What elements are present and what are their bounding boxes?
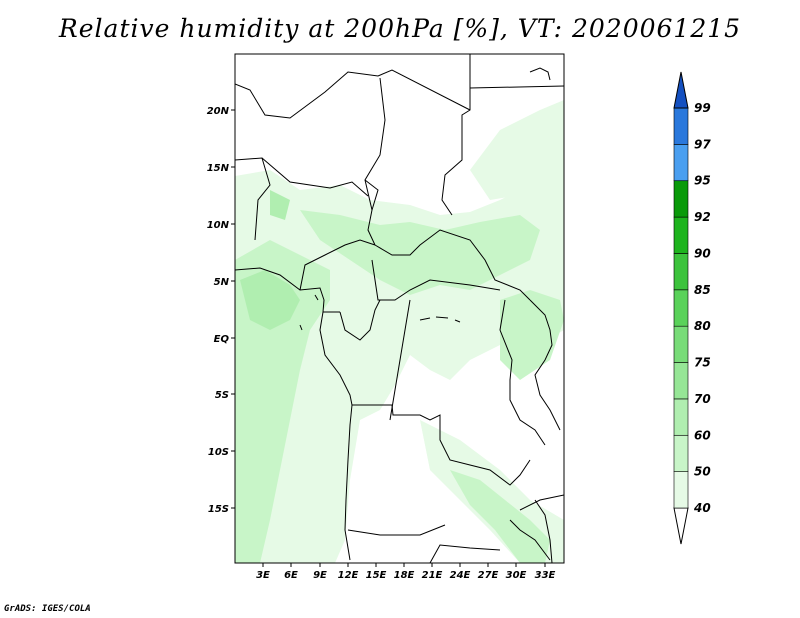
humidity-region-northeast [470,100,564,200]
colorbar-segment [673,325,689,363]
colorbar-segment [673,434,689,472]
map-boundaries [235,54,564,563]
colorbar-segment [673,253,689,291]
colorbar: 40 50 60 70 75 80 85 90 92 95 97 99 [673,71,711,545]
y-tick-label: 15N [207,163,230,174]
y-tick-labels: 20N 15N 10N 5N EQ 5S 10S 15S [207,106,230,515]
humidity-region-moist-lake [500,290,564,380]
humidity-region-wet-coast [240,270,300,330]
colorbar-label: 99 [694,101,711,115]
humidity-region-moist-center [300,210,540,295]
humidity-field [235,100,564,563]
colorbar-label: 70 [694,392,711,406]
colorbar-label: 97 [694,137,711,151]
map-title: Relative humidity at 200hPa [%], VT: 202… [58,14,742,43]
y-tick-label: 5S [215,390,229,401]
x-tick-label: 12E [338,570,359,581]
colorbar-segment [673,180,689,218]
x-tick-label: 9E [313,570,327,581]
x-tick-label: 3E [256,570,270,581]
x-tick-labels: 3E 6E 9E 12E 15E 18E 21E 24E 27E 30E 33E [256,570,555,581]
colorbar-label: 95 [694,174,711,188]
humidity-region-moist-zambia [450,470,550,563]
colorbar-segment [673,471,689,509]
colorbar-segment [673,107,689,145]
humidity-region-wet-north [270,190,290,220]
colorbar-label: 85 [694,283,711,297]
y-tick-label: 10S [208,447,229,458]
x-tick-label: 30E [506,570,527,581]
x-tick-label: 15E [366,570,387,581]
axis-ticks [231,109,546,567]
colorbar-segments [673,71,689,545]
x-tick-label: 24E [450,570,471,581]
colorbar-label: 75 [694,356,711,370]
x-tick-label: 27E [478,570,499,581]
y-tick-label: 20N [207,106,230,117]
colorbar-segment [673,507,689,545]
colorbar-label: 60 [694,428,711,442]
colorbar-label: 50 [694,465,711,479]
colorbar-label: 80 [694,319,711,333]
colorbar-segment [673,144,689,182]
colorbar-segment [673,216,689,254]
colorbar-segment [673,71,689,109]
x-tick-label: 33E [535,570,556,581]
colorbar-label: 92 [694,210,711,224]
x-tick-label: 18E [394,570,415,581]
y-tick-label: EQ [214,334,230,345]
x-tick-label: 21E [422,570,443,581]
y-tick-label: 15S [208,504,229,515]
colorbar-label: 90 [694,246,711,260]
colorbar-segment [673,398,689,436]
colorbar-labels: 40 50 60 70 75 80 85 90 92 95 97 99 [693,101,711,515]
y-tick-label: 5N [214,277,230,288]
credit-text: GrADS: IGES/COLA [4,604,91,614]
colorbar-segment [673,362,689,400]
colorbar-segment [673,289,689,327]
y-tick-label: 10N [207,220,230,231]
map-frame [234,53,565,564]
x-tick-label: 6E [284,570,298,581]
colorbar-label: 40 [693,501,711,515]
